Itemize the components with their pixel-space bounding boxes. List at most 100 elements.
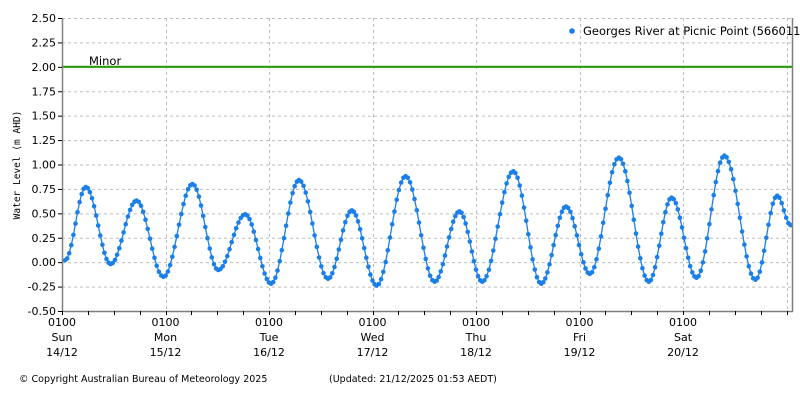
data-point xyxy=(264,276,270,282)
data-point xyxy=(165,269,171,274)
data-point xyxy=(576,242,582,248)
data-point xyxy=(273,275,278,281)
data-point xyxy=(91,204,97,209)
data-point xyxy=(659,231,664,236)
data-point xyxy=(156,269,162,275)
data-point xyxy=(444,244,450,249)
data-point xyxy=(231,232,237,238)
data-point xyxy=(768,210,773,216)
data-point xyxy=(112,257,118,263)
data-point xyxy=(327,275,333,280)
y-tick-label: -0.25 xyxy=(28,281,56,294)
data-point xyxy=(183,193,188,198)
data-point xyxy=(270,279,276,285)
data-point xyxy=(292,183,298,189)
data-point xyxy=(770,201,776,207)
data-point xyxy=(711,192,716,198)
data-point xyxy=(683,245,689,251)
data-point xyxy=(545,270,550,275)
data-point xyxy=(434,278,440,283)
data-point xyxy=(565,205,571,211)
data-point xyxy=(283,223,289,228)
data-point xyxy=(351,209,357,214)
data-point xyxy=(387,235,393,240)
data-point xyxy=(555,223,561,229)
data-point xyxy=(364,255,369,260)
data-point xyxy=(484,273,489,279)
data-point xyxy=(748,271,754,276)
x-tick-time: 0100 xyxy=(669,316,697,329)
data-point xyxy=(746,263,752,269)
data-point xyxy=(332,264,337,270)
x-tick-date: 14/12 xyxy=(46,346,78,359)
data-point xyxy=(620,161,626,167)
y-tick-label: 2.50 xyxy=(32,12,57,25)
data-point xyxy=(275,268,280,273)
data-point xyxy=(117,245,122,251)
data-point xyxy=(638,255,643,261)
x-tick-date: 20/12 xyxy=(667,346,699,359)
updated-timestamp: (Updated: 21/12/2025 01:53 AEDT) xyxy=(329,374,497,385)
data-point xyxy=(179,211,184,217)
data-point xyxy=(89,196,95,201)
data-point xyxy=(316,255,322,260)
data-point xyxy=(277,259,283,264)
data-point xyxy=(523,218,529,223)
data-point xyxy=(764,235,769,241)
data-point xyxy=(405,175,411,181)
data-point xyxy=(192,183,197,188)
data-point xyxy=(378,277,384,282)
data-point xyxy=(143,217,148,222)
data-point xyxy=(607,180,613,186)
data-point xyxy=(281,235,287,241)
data-point xyxy=(589,269,595,275)
data-point xyxy=(528,245,533,250)
data-point xyxy=(95,223,101,228)
data-point xyxy=(310,221,315,226)
data-point xyxy=(581,260,586,265)
data-point xyxy=(757,269,763,275)
data-point xyxy=(519,193,525,198)
data-point xyxy=(211,261,217,267)
y-tick-label: 1.50 xyxy=(32,110,57,123)
data-point xyxy=(421,245,426,250)
legend-marker-icon xyxy=(569,28,575,34)
data-point xyxy=(777,195,782,200)
data-point xyxy=(198,203,204,208)
data-point xyxy=(739,229,745,234)
data-point xyxy=(312,233,317,238)
data-point xyxy=(345,213,350,219)
data-point xyxy=(633,231,639,236)
x-tick-time: 0100 xyxy=(359,316,387,329)
data-point xyxy=(704,236,710,241)
data-point xyxy=(307,209,313,215)
data-point xyxy=(625,178,630,184)
data-point xyxy=(742,242,747,247)
data-point xyxy=(521,205,527,210)
data-point xyxy=(336,247,342,252)
data-point xyxy=(690,270,695,275)
data-point xyxy=(654,254,660,260)
data-point xyxy=(321,270,326,276)
data-point xyxy=(453,213,458,219)
data-point xyxy=(136,199,142,205)
data-point xyxy=(665,202,670,207)
x-tick-time: 0100 xyxy=(566,316,594,329)
x-axis: 0100 Sun 14/12 0100 Mon 15/12 0100 Tue 16/12 0100… xyxy=(46,311,788,359)
data-point xyxy=(506,174,512,180)
data-point xyxy=(547,262,552,267)
data-point xyxy=(467,239,473,244)
data-point xyxy=(125,214,131,219)
data-series xyxy=(62,153,793,288)
data-point xyxy=(79,191,84,197)
data-point xyxy=(319,264,324,269)
data-point xyxy=(127,207,133,213)
data-point xyxy=(114,252,120,258)
legend[interactable]: Georges River at Picnic Point (566011) xyxy=(569,24,800,38)
data-point xyxy=(541,280,546,285)
data-point xyxy=(631,217,637,222)
data-point xyxy=(147,236,153,241)
data-point xyxy=(64,256,70,261)
data-point xyxy=(759,260,765,265)
data-point xyxy=(412,196,417,202)
